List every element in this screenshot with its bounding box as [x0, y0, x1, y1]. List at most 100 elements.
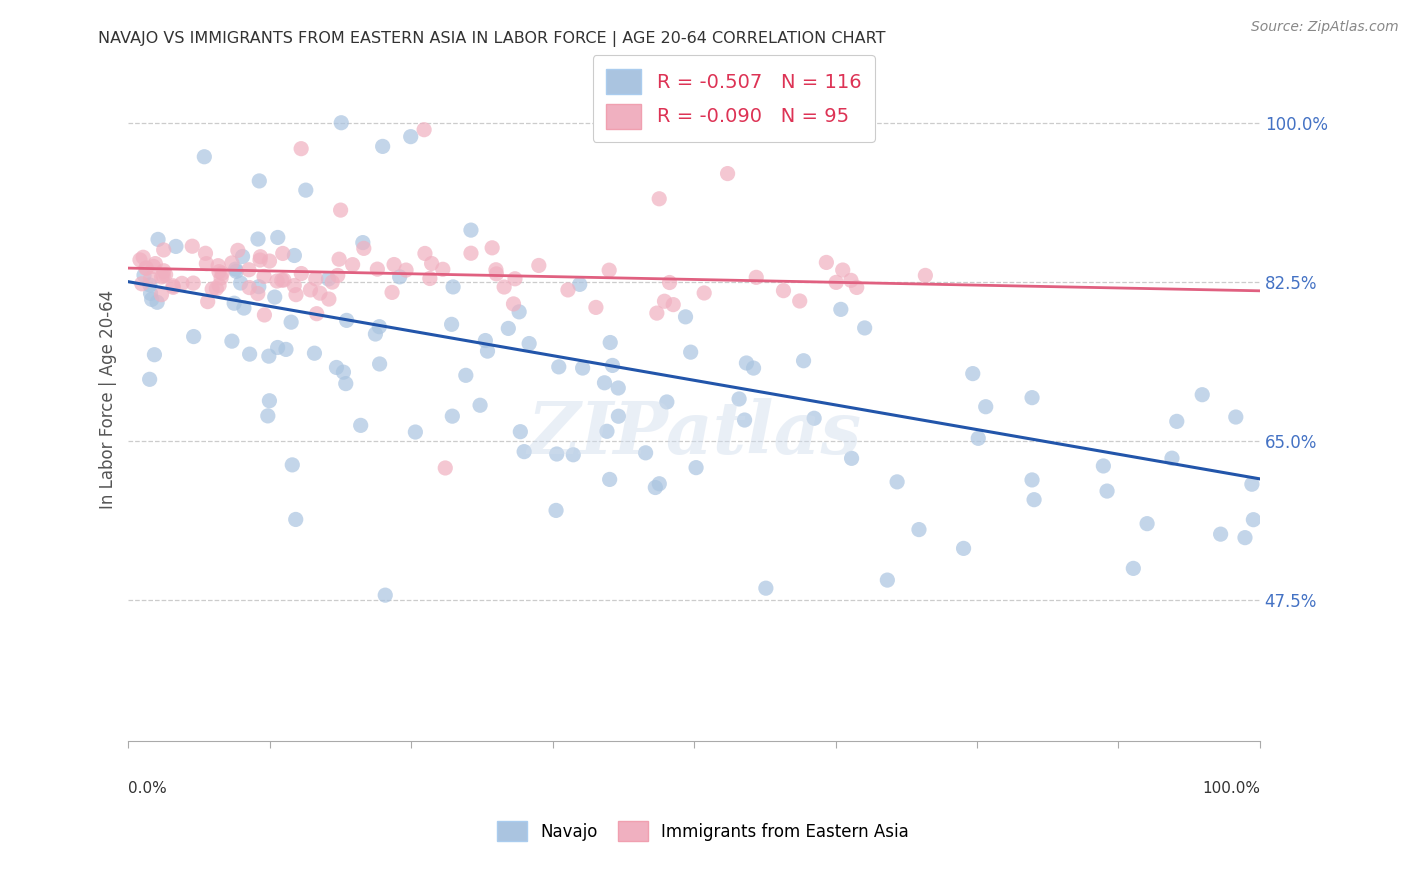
Point	[485, 267, 508, 281]
Point	[150, 287, 173, 301]
Point	[221, 256, 243, 270]
Point	[270, 273, 292, 287]
Point	[194, 246, 217, 260]
Point	[162, 280, 184, 294]
Point	[201, 282, 224, 296]
Point	[225, 262, 247, 277]
Text: NAVAJO VS IMMIGRANTS FROM EASTERN ASIA IN LABOR FORCE | AGE 20-64 CORRELATION CH: NAVAJO VS IMMIGRANTS FROM EASTERN ASIA I…	[98, 31, 886, 47]
Point	[247, 279, 270, 293]
Text: Source: ZipAtlas.com: Source: ZipAtlas.com	[1251, 20, 1399, 34]
Point	[138, 372, 160, 386]
Point	[793, 353, 815, 368]
Point	[1166, 414, 1188, 428]
Point	[413, 246, 436, 260]
Point	[485, 262, 508, 277]
Point	[441, 409, 464, 424]
Point	[225, 264, 247, 278]
Point	[585, 301, 607, 315]
Point	[728, 392, 751, 406]
Point	[232, 301, 254, 315]
Point	[1209, 527, 1232, 541]
Point	[366, 262, 388, 277]
Point	[831, 263, 853, 277]
Point	[253, 269, 276, 284]
Point	[1225, 410, 1247, 425]
Point	[755, 581, 778, 595]
Point	[329, 203, 352, 218]
Point	[143, 348, 166, 362]
Point	[129, 252, 152, 267]
Point	[876, 573, 898, 587]
Point	[789, 293, 811, 308]
Point	[419, 271, 441, 285]
Point	[460, 246, 482, 260]
Point	[440, 318, 463, 332]
Text: 100.0%: 100.0%	[1202, 781, 1260, 797]
Point	[568, 277, 591, 292]
Point	[374, 588, 396, 602]
Point	[571, 361, 593, 376]
Point	[602, 359, 624, 373]
Point	[193, 150, 215, 164]
Point	[266, 341, 288, 355]
Point	[742, 361, 765, 376]
Point	[952, 541, 974, 556]
Point	[388, 269, 411, 284]
Point	[1136, 516, 1159, 531]
Point	[143, 257, 166, 271]
Point	[1095, 484, 1118, 499]
Point	[679, 345, 702, 359]
Point	[596, 425, 619, 439]
Point	[165, 239, 187, 253]
Point	[249, 253, 271, 268]
Legend: R = -0.507   N = 116, R = -0.090   N = 95: R = -0.507 N = 116, R = -0.090 N = 95	[592, 55, 875, 142]
Point	[886, 475, 908, 489]
Point	[502, 297, 524, 311]
Point	[318, 292, 340, 306]
Point	[221, 334, 243, 348]
Point	[368, 357, 391, 371]
Point	[267, 230, 290, 244]
Point	[830, 302, 852, 317]
Point	[716, 167, 738, 181]
Point	[142, 260, 165, 274]
Point	[1021, 391, 1043, 405]
Point	[845, 280, 868, 294]
Point	[364, 326, 387, 341]
Point	[634, 446, 657, 460]
Point	[197, 294, 219, 309]
Point	[135, 260, 157, 275]
Point	[283, 278, 305, 293]
Point	[607, 381, 630, 395]
Point	[654, 294, 676, 309]
Point	[283, 248, 305, 262]
Point	[259, 254, 281, 268]
Point	[644, 481, 666, 495]
Point	[734, 413, 756, 427]
Y-axis label: In Labor Force | Age 20-64: In Labor Force | Age 20-64	[100, 290, 117, 509]
Point	[1241, 513, 1264, 527]
Point	[527, 259, 550, 273]
Point	[257, 349, 280, 363]
Point	[328, 252, 350, 267]
Point	[209, 271, 232, 285]
Point	[146, 232, 169, 246]
Point	[150, 269, 173, 284]
Text: 0.0%: 0.0%	[128, 781, 167, 797]
Point	[962, 367, 984, 381]
Point	[146, 295, 169, 310]
Point	[249, 250, 271, 264]
Point	[131, 277, 153, 291]
Point	[853, 321, 876, 335]
Point	[658, 276, 681, 290]
Point	[238, 280, 260, 294]
Point	[139, 286, 162, 301]
Point	[974, 400, 997, 414]
Point	[226, 244, 249, 258]
Point	[183, 329, 205, 343]
Point	[474, 334, 496, 348]
Point	[299, 283, 322, 297]
Point	[557, 283, 579, 297]
Point	[675, 310, 697, 324]
Point	[735, 356, 758, 370]
